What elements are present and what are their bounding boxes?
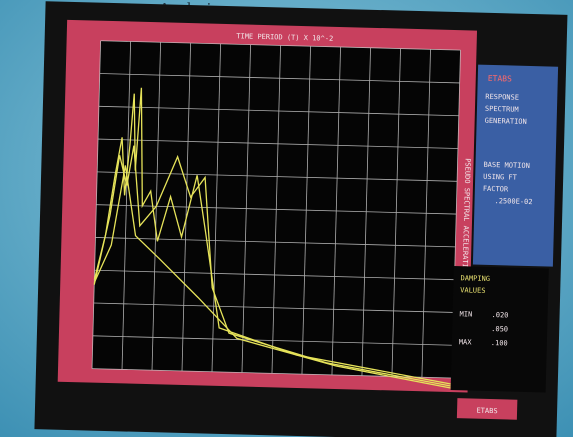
grid-line (92, 335, 453, 346)
info-header: ETABS (488, 74, 512, 84)
curve (93, 165, 451, 389)
damping-title: DAMPING (460, 274, 490, 283)
curve (93, 145, 451, 387)
info-line: RESPONSE (485, 93, 519, 102)
base-motion: USING FT (483, 173, 518, 182)
base-motion: FACTOR (483, 185, 509, 194)
damping-label: MAX (459, 338, 473, 346)
damping-label: MIN (459, 310, 472, 318)
x-axis-label: TIME PERIOD (T) X 10^-2 (236, 32, 333, 43)
grid-line (98, 138, 458, 149)
damping-value: .050 (491, 325, 508, 333)
grid-line (93, 302, 454, 313)
grid-line (95, 237, 456, 248)
info-panel (472, 64, 559, 267)
grid-line (94, 269, 455, 281)
damping-title: VALUES (460, 286, 485, 295)
damping-value: .100 (491, 339, 508, 347)
grid-line (100, 40, 461, 51)
grid-line (97, 171, 458, 182)
damping-value: .020 (491, 311, 508, 319)
base-motion: BASE MOTION (483, 161, 530, 170)
curve (93, 87, 451, 385)
footer-box (456, 398, 518, 420)
info-line: GENERATION (485, 117, 527, 126)
footer: ETABS (476, 407, 497, 416)
grid (91, 40, 461, 379)
grid-line (99, 73, 460, 84)
y-axis-label: PSEUDO SPECTRAL ACCELERATIONS (460, 158, 471, 280)
curves (93, 87, 451, 389)
info-line: SPECTRUM (485, 105, 519, 114)
base-motion: .2500E-02 (494, 197, 532, 206)
damping-panel (450, 266, 549, 393)
monitor: TIME PERIOD (T) X 10^-2 PSEUDO SPECTRAL … (34, 1, 568, 437)
grid-line (98, 105, 459, 117)
